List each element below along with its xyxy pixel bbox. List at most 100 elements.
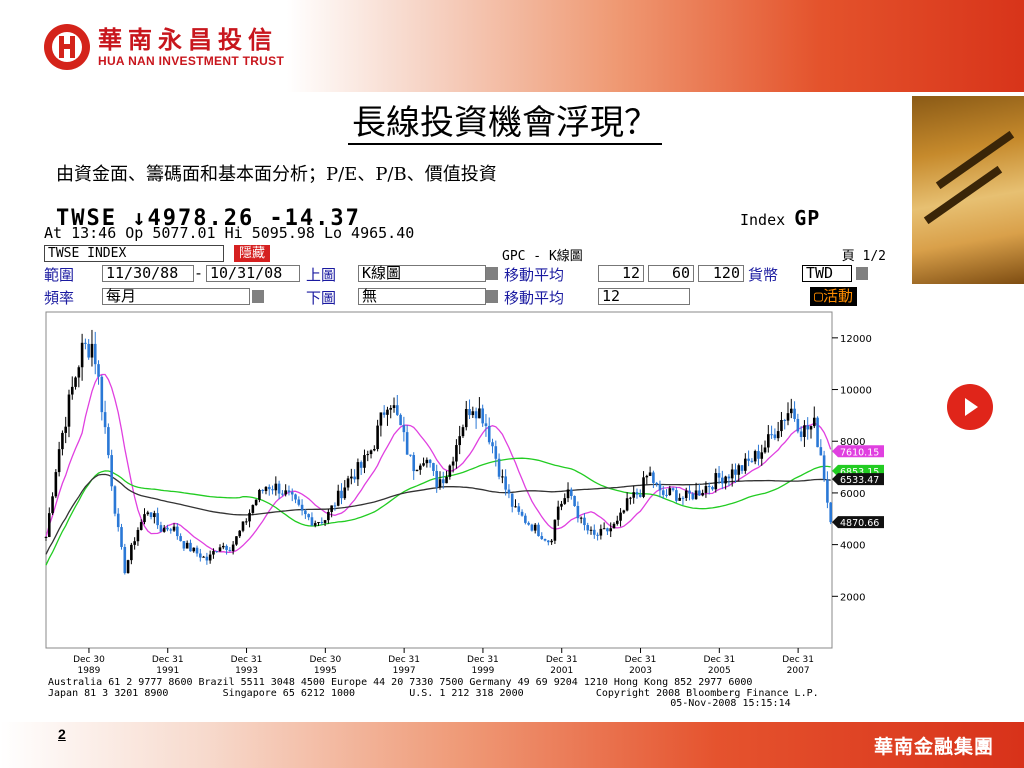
hide-button[interactable]: 隱藏 [234, 245, 271, 262]
candle-body [67, 394, 71, 427]
x-tick-label-bottom: 2007 [787, 666, 810, 676]
candle-body [537, 524, 540, 537]
candle-body [622, 510, 626, 513]
upper-chart-field[interactable]: K線圖 [358, 265, 486, 282]
candle-body [290, 492, 294, 495]
page-number: 2 [58, 726, 66, 742]
candle-body [396, 405, 399, 415]
value-tag-label: 4870.66 [840, 518, 879, 529]
candle-body [566, 489, 570, 499]
candle-body [553, 519, 557, 541]
candle-body [816, 417, 819, 448]
candle-body [182, 541, 186, 549]
candle-body [625, 498, 629, 511]
quote-line: At 13:46 Op 5077.01 Hi 5095.98 Lo 4965.4… [44, 224, 415, 242]
currency-field[interactable]: TWD [802, 265, 852, 282]
candle-body [185, 542, 189, 549]
candle-body [77, 367, 81, 378]
candle-body [799, 431, 803, 437]
footer-line-3: 05-Nov-2008 15:15:14 [670, 698, 791, 709]
currency-dropdown[interactable] [856, 267, 868, 280]
play-icon[interactable] [947, 384, 993, 430]
candle-body [441, 479, 445, 484]
function-title: GPC - K線圖 [502, 249, 583, 264]
ma2-field[interactable]: 12 [598, 288, 690, 305]
candle-body [796, 418, 800, 432]
range-row: 範圍 11/30/88 - 10/31/08 上圖 K線圖 移動平均 12 60… [44, 264, 888, 284]
candle-body [47, 513, 51, 537]
upper-chart-dropdown[interactable] [486, 267, 498, 280]
security-row: TWSE INDEX 隱藏 GPC - K線圖 頁 1/2 [44, 245, 888, 264]
currency-label: 貨幣 [748, 266, 779, 284]
candle-body [714, 473, 718, 490]
candle-body [343, 487, 347, 499]
candle-body [277, 483, 281, 494]
candle-body [497, 458, 501, 477]
candle-body [642, 477, 645, 497]
bloomberg-terminal: TWSE ↓4978.26 -14.37 Index GP At 13:46 O… [36, 200, 894, 720]
candle-body [389, 408, 393, 410]
x-tick-label-bottom: 1995 [314, 666, 337, 676]
ma-120-field[interactable]: 120 [698, 265, 744, 282]
bottom-banner [0, 722, 1024, 768]
candle-body [336, 490, 340, 506]
candle-body [724, 476, 727, 484]
candle-body [573, 495, 576, 506]
candle-body [74, 377, 77, 387]
candle-body [153, 513, 156, 518]
candle-body [740, 465, 744, 471]
candle-body [520, 511, 524, 516]
candle-body [202, 556, 205, 558]
frequency-row: 頻率 每月 下圖 無 移動平均 12 ▢活動 [44, 287, 888, 307]
candle-body [458, 436, 461, 446]
range-start-field[interactable]: 11/30/88 [102, 265, 194, 282]
candle-body [97, 364, 100, 377]
lower-chart-dropdown[interactable] [486, 290, 498, 303]
candle-body [363, 455, 366, 468]
frequency-dropdown[interactable] [252, 290, 264, 303]
candle-body [471, 411, 475, 416]
candle-body [507, 489, 511, 494]
candle-body [809, 426, 813, 430]
y-tick-label: 2000 [840, 592, 865, 603]
candle-body [159, 525, 163, 532]
candle-body [44, 536, 48, 538]
value-tag-label: 6533.47 [840, 475, 879, 486]
candle-body [271, 489, 274, 491]
candle-body [579, 517, 583, 519]
candle-body [254, 499, 258, 506]
candle-body [143, 514, 146, 523]
value-tag-label: 7610.15 [840, 447, 879, 458]
candle-body [484, 423, 488, 426]
range-label: 範圍 [44, 266, 75, 284]
candle-body [501, 476, 504, 478]
candle-body [609, 528, 613, 532]
candle-body [327, 511, 330, 521]
security-field[interactable]: TWSE INDEX [44, 245, 224, 262]
candle-body [356, 462, 360, 480]
ma-12-field[interactable]: 12 [598, 265, 644, 282]
candle-body [783, 420, 787, 422]
candle-body [530, 524, 534, 531]
lower-chart-field[interactable]: 無 [358, 288, 486, 305]
ma-60-field[interactable]: 60 [648, 265, 694, 282]
y-tick-label: 12000 [840, 334, 872, 345]
candle-body [819, 447, 823, 456]
candle-body [652, 472, 655, 483]
candle-body [586, 525, 590, 531]
candle-body [694, 490, 698, 500]
candle-body [812, 417, 816, 427]
candle-body [474, 411, 478, 419]
candle-body [205, 556, 209, 561]
top-banner [0, 0, 1024, 92]
candle-body [392, 405, 396, 409]
candle-body [619, 512, 622, 521]
candle-body [543, 538, 547, 541]
frequency-field[interactable]: 每月 [102, 288, 250, 305]
candle-body [87, 343, 90, 358]
active-button[interactable]: ▢活動 [810, 287, 858, 306]
range-end-field[interactable]: 10/31/08 [206, 265, 300, 282]
candle-body [139, 522, 143, 530]
candle-body [678, 497, 681, 501]
